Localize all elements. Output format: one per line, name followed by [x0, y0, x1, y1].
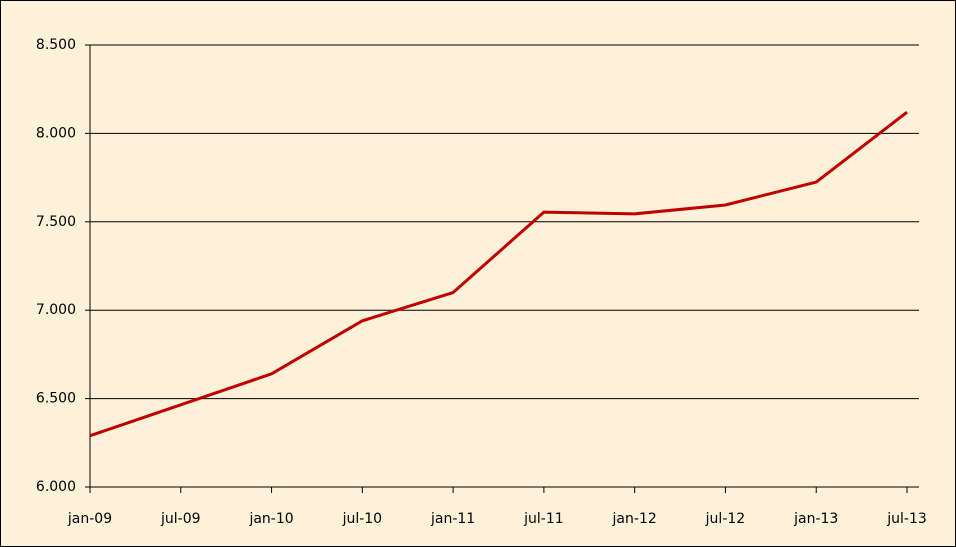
- x-tick-label: jan-11: [430, 511, 475, 527]
- x-tick-label: jan-13: [793, 511, 838, 527]
- x-tick-label: jul-12: [705, 511, 746, 527]
- data-line: [89, 110, 908, 438]
- y-tick-label: 7.500: [36, 214, 76, 230]
- y-tick-label: 8.500: [36, 37, 76, 53]
- x-tick-label: jul-09: [160, 511, 201, 527]
- x-tick-label: jan-12: [612, 511, 657, 527]
- y-tick-label: 6.000: [36, 479, 76, 495]
- x-tick-label: jul-13: [886, 511, 927, 527]
- x-tick-label: jul-11: [523, 511, 564, 527]
- y-tick-label: 7.000: [36, 302, 76, 318]
- x-tick-label: jan-10: [248, 511, 293, 527]
- y-tick-label: 6.500: [36, 391, 76, 407]
- y-tick-label: 8.000: [36, 125, 76, 141]
- x-tick-label: jan-09: [67, 511, 112, 527]
- x-tick-label: jul-10: [342, 511, 383, 527]
